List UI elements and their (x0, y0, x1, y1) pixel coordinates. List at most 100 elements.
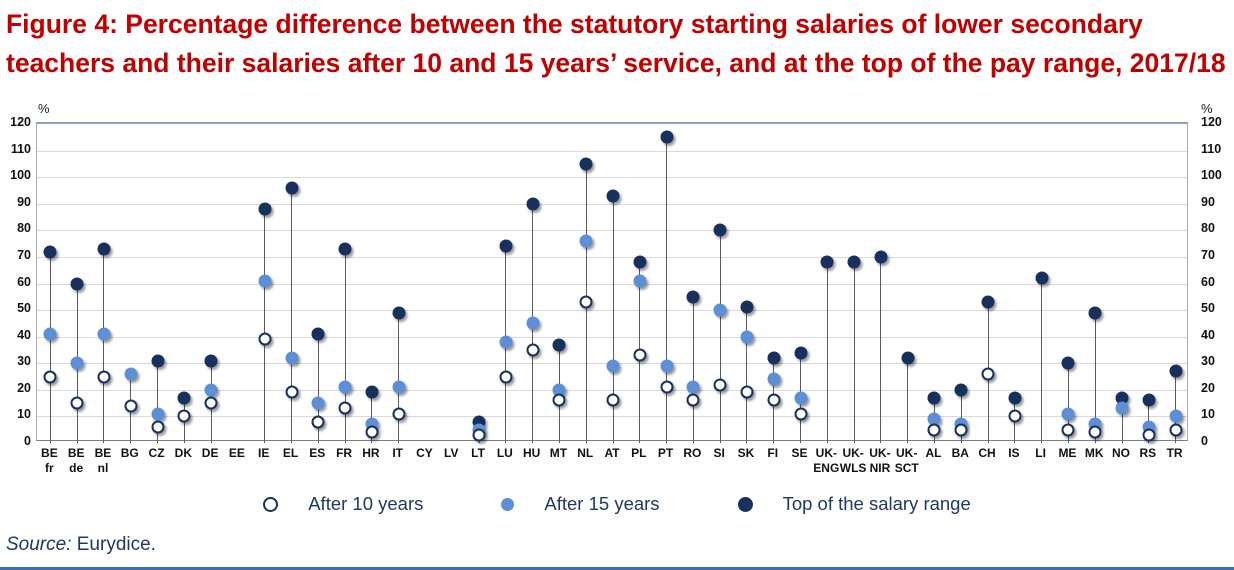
stem (398, 312, 400, 443)
stem (1094, 312, 1096, 443)
dot-after-15-years (285, 351, 298, 365)
dot-after-10-years (1088, 425, 1102, 439)
dot-top-of-salary-range (70, 277, 84, 290)
dot-top-of-salary-range (1115, 391, 1129, 405)
gridline (37, 203, 1187, 205)
dot-top-of-salary-range (847, 255, 861, 269)
dot-top-of-salary-range (901, 351, 915, 365)
y-tick-label: 80 (17, 221, 31, 236)
dot-after-10-years (365, 425, 379, 439)
dot-after-15-years (151, 407, 165, 421)
legend-item: Top of the salary range (737, 493, 971, 515)
stem (371, 392, 373, 443)
x-category-label: MT (549, 446, 568, 460)
stem (692, 296, 694, 443)
dot-after-10-years (1142, 428, 1156, 442)
stem (612, 195, 614, 443)
legend-item: After 15 years (501, 493, 660, 515)
x-category-label: MK (1084, 446, 1104, 460)
y-tick-label: 20 (1201, 380, 1215, 395)
dot-after-10-years (606, 393, 620, 407)
dot-after-10-years (258, 332, 272, 346)
x-category-label: LT (471, 446, 485, 460)
x-category-label: BE nl (94, 446, 112, 475)
dot-top-of-salary-range (686, 290, 700, 304)
dot-top-of-salary-range (713, 223, 727, 237)
x-category-label: IS (1008, 446, 1020, 460)
dot-top-of-salary-range (151, 354, 165, 368)
plot-area (36, 122, 1188, 443)
dot-top-of-salary-range (740, 300, 754, 314)
dot-after-15-years (70, 356, 84, 370)
legend-label: After 10 years (308, 493, 424, 514)
x-category-label: RS (1139, 446, 1157, 460)
x-category-label: LI (1035, 446, 1046, 460)
y-tick-label: 30 (1201, 354, 1215, 369)
dot-after-10-years (70, 396, 84, 410)
dot-after-10-years (686, 393, 700, 407)
dot-after-15-years (606, 359, 620, 373)
x-category-label: LV (444, 446, 459, 460)
dot-after-15-years (794, 391, 808, 405)
dot-after-15-years (499, 335, 513, 349)
gridline (37, 389, 1187, 391)
x-category-label: BE de (67, 446, 85, 475)
x-category-label: TR (1166, 446, 1183, 460)
after-15-years-marker-icon (501, 497, 515, 511)
y-tick-label: 50 (17, 301, 31, 316)
gridline (37, 336, 1187, 338)
dot-top-of-salary-range (606, 189, 620, 203)
dot-after-10-years (204, 396, 218, 410)
y-axis-unit-right: % (1201, 101, 1213, 116)
dot-top-of-salary-range (1142, 393, 1156, 407)
y-tick-label: 40 (1201, 327, 1215, 342)
x-category-label: BA (951, 446, 969, 460)
source-label: Source: (6, 534, 72, 555)
x-category-label: IE (258, 446, 270, 460)
gridline (37, 230, 1187, 232)
dot-top-of-salary-range (177, 391, 191, 405)
dot-top-of-salary-range (1088, 306, 1102, 320)
source-note: Source: Eurydice. (6, 534, 156, 556)
x-category-label: UK- ENG (813, 446, 840, 475)
x-category-label: AT (604, 446, 620, 460)
x-category-label: SK (737, 446, 755, 460)
dot-after-15-years (204, 383, 218, 397)
bottom-rule (0, 567, 1234, 570)
dot-top-of-salary-range (204, 354, 218, 368)
dot-after-10-years (981, 367, 995, 381)
dot-after-10-years (552, 393, 566, 407)
dot-top-of-salary-range (927, 391, 941, 405)
dot-after-10-years (526, 343, 540, 357)
dot-after-10-years (151, 420, 165, 434)
stem (344, 248, 346, 443)
y-tick-label: 0 (24, 434, 31, 448)
dot-after-15-years (392, 380, 406, 394)
dot-after-15-years (1061, 407, 1075, 421)
stem (103, 248, 105, 443)
stem (666, 137, 668, 443)
dot-after-15-years (767, 372, 781, 386)
dot-after-15-years (43, 327, 57, 341)
dot-top-of-salary-range (552, 338, 566, 352)
x-category-label: DE (201, 446, 219, 460)
dot-top-of-salary-range (820, 255, 834, 269)
y-axis-right: 0 10 20 30 40 50 60 70 80 90 100 110 120 (1201, 115, 1234, 448)
y-tick-label: 10 (17, 407, 31, 422)
dot-after-10-years (311, 415, 325, 429)
stem (49, 251, 51, 443)
dot-top-of-salary-range (767, 351, 781, 365)
y-tick-label: 110 (10, 141, 31, 156)
dot-after-15-years (1115, 401, 1129, 415)
stem (264, 209, 266, 443)
dot-after-10-years (1008, 409, 1022, 423)
gridline (37, 416, 1187, 418)
x-category-label: AL (925, 446, 942, 460)
dot-after-10-years (1169, 423, 1183, 437)
dot-top-of-salary-range (526, 197, 540, 211)
dot-after-15-years (338, 380, 352, 394)
dot-after-10-years (954, 423, 968, 437)
x-category-label: DK (174, 446, 193, 460)
x-category-label: IT (392, 446, 404, 460)
